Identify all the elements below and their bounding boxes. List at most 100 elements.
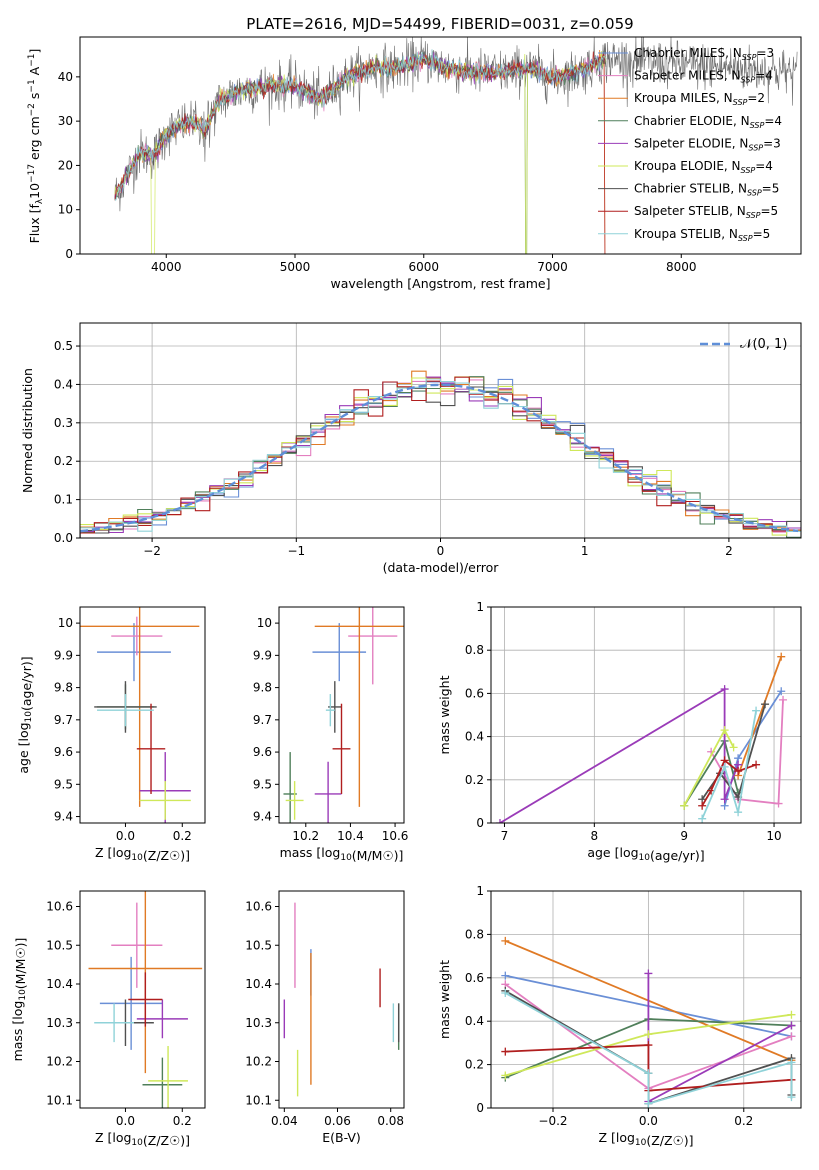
- y-tick-label: 10.4: [46, 977, 73, 991]
- axes-frame: [79, 890, 206, 1109]
- y-tick-label: 20: [58, 158, 73, 172]
- x-tick-label: 0.08: [377, 1114, 404, 1128]
- panel-age_vs_Z: 0.0 0.2 9.4 9.5 9.6 9.7 9.8 9.9 10 Z [log10(Z/Z☉)…: [16, 606, 206, 863]
- x-axis-label: Z [log10(Z/Z☉)]: [598, 1130, 693, 1148]
- marker-salpeter_miles: [774, 799, 783, 808]
- y-tick-label: 10.6: [46, 900, 73, 914]
- y-tick-label: 9.5: [54, 777, 73, 791]
- y-tick-label: 30: [58, 114, 73, 128]
- figure-title: PLATE=2616, MJD=54499, FIBERID=0031, z=0…: [246, 15, 633, 33]
- x-tick-label: 0.2: [734, 1114, 753, 1128]
- y-tick-label: 0.1: [54, 493, 73, 507]
- x-tick-label: −2: [143, 544, 161, 558]
- x-tick-label: 0: [437, 544, 445, 558]
- y-tick-label: 0.4: [465, 1014, 484, 1028]
- marker-salpeter_stelib: [501, 1047, 510, 1056]
- y-tick-label: 0: [476, 1101, 484, 1115]
- y-tick-label: 0.8: [465, 643, 484, 657]
- x-axis-label: mass [log10(M/M☉)]: [280, 845, 404, 863]
- y-tick-label: 0.6: [465, 686, 484, 700]
- legend-entry: Salpeter STELIB, NSSP=5: [634, 204, 778, 220]
- x-axis-label: age [log10(age/yr)]: [587, 845, 704, 863]
- y-tick-label: 40: [58, 70, 73, 84]
- plot-area: [80, 607, 200, 823]
- marker-kroupa_miles: [501, 936, 510, 945]
- y-tick-label: 10.1: [46, 1093, 73, 1107]
- x-tick-label: 2: [725, 544, 733, 558]
- y-tick-label: 10.1: [245, 1093, 272, 1107]
- x-tick-label: 10: [766, 829, 781, 843]
- model-spectrum-kroupa_stelib: [114, 49, 607, 202]
- marker-kroupa_stelib: [720, 762, 729, 771]
- y-tick-label: 0.3: [54, 416, 73, 430]
- panel-mass_vs_Z: 0.0 0.2 10.1 10.2 10.3 10.4 10.5 10.6 Z [log10(Z…: [10, 890, 206, 1148]
- marker-kroupa_stelib: [734, 808, 743, 817]
- model-spectrum-chabrier_elodie: [114, 50, 607, 254]
- model-spectrum-kroupa_elodie: [114, 50, 607, 254]
- x-tick-label: 10.4: [337, 829, 364, 843]
- axes-frame: [278, 606, 405, 824]
- marker-chabrier_miles: [777, 687, 786, 696]
- y-tick-label: 10: [257, 616, 272, 630]
- plot-area: [501, 936, 796, 1108]
- marker-salpeter_stelib: [644, 1041, 653, 1050]
- panel-spectrum: 4000 5000 6000 7000 8000 0 10 20 30 40 wavelength …: [27, 36, 802, 291]
- marker-kroupa_elodie: [644, 1030, 653, 1039]
- marker-salpeter_elodie: [495, 819, 504, 823]
- y-tick-label: 0: [476, 816, 484, 830]
- plot-area: [495, 652, 788, 823]
- x-tick-label: 9: [680, 829, 688, 843]
- histogram-kroupa_stelib: [80, 378, 801, 538]
- plot-area: [283, 902, 400, 1097]
- marker-kroupa_stelib: [752, 706, 761, 715]
- y-axis-label: Normed distribution: [20, 368, 35, 493]
- axes-frame: [490, 890, 802, 1109]
- x-tick-label: 8: [591, 829, 599, 843]
- legend-entry: Salpeter MILES, NSSP=4: [634, 69, 773, 85]
- marker-salpeter_elodie: [720, 795, 729, 804]
- x-tick-label: 4000: [151, 260, 182, 274]
- x-axis-label: Z [log10(Z/Z☉)]: [95, 845, 190, 863]
- y-tick-label: 9.8: [253, 681, 272, 695]
- y-axis-label: mass weight: [437, 675, 452, 754]
- legend-entry: Kroupa MILES, NSSP=2: [634, 91, 765, 107]
- model-spectrum-kroupa_miles: [114, 49, 606, 254]
- y-tick-label: 1: [476, 600, 484, 614]
- y-tick-label: 9.7: [253, 713, 272, 727]
- series-kroupa_miles: [737, 656, 783, 776]
- y-tick-label: 10.3: [46, 1016, 73, 1030]
- y-tick-label: 10: [58, 203, 73, 217]
- y-tick-label: 0.8: [465, 927, 484, 941]
- panel-residual_hist: −2 −1 0 1 2 0.0 0.1 0.2 0.3 0.4 0.5 (data-model)/er…: [20, 322, 802, 575]
- marker-kroupa_stelib: [698, 814, 707, 823]
- axes-frame: [490, 606, 802, 824]
- marker-kroupa_stelib: [501, 988, 510, 997]
- x-tick-label: 10.6: [382, 829, 409, 843]
- x-axis-label: Z [log10(Z/Z☉)]: [95, 1130, 190, 1148]
- legend-entry: Chabrier MILES, NSSP=3: [634, 46, 774, 62]
- axes-frame: [278, 890, 405, 1109]
- y-axis-label: mass weight: [437, 960, 452, 1039]
- legend-entry: Kroupa ELODIE, NSSP=4: [634, 159, 773, 175]
- marker-chabrier_miles: [501, 971, 510, 980]
- x-tick-label: 0.04: [271, 1114, 298, 1128]
- axes-frame: [79, 36, 802, 255]
- series-chabrier_stelib: [701, 703, 766, 800]
- y-tick-label: 10.4: [245, 977, 272, 991]
- x-tick-label: −0.2: [538, 1114, 567, 1128]
- marker-kroupa_elodie: [501, 1071, 510, 1080]
- series-salpeter_elodie: [499, 687, 739, 823]
- y-tick-label: 0.4: [465, 730, 484, 744]
- x-axis-label: (data-model)/error: [383, 560, 500, 575]
- y-tick-label: 10.6: [245, 900, 272, 914]
- plot-area: [114, 37, 798, 254]
- y-tick-label: 9.4: [253, 810, 272, 824]
- x-axis-label: E(B-V): [322, 1130, 361, 1145]
- marker-salpeter_miles: [787, 1032, 796, 1041]
- x-tick-label: 10.2: [292, 829, 319, 843]
- y-tick-label: 10.2: [46, 1055, 73, 1069]
- marker-kroupa_stelib: [644, 1099, 653, 1108]
- y-tick-label: 9.7: [54, 713, 73, 727]
- y-tick-label: 9.5: [253, 777, 272, 791]
